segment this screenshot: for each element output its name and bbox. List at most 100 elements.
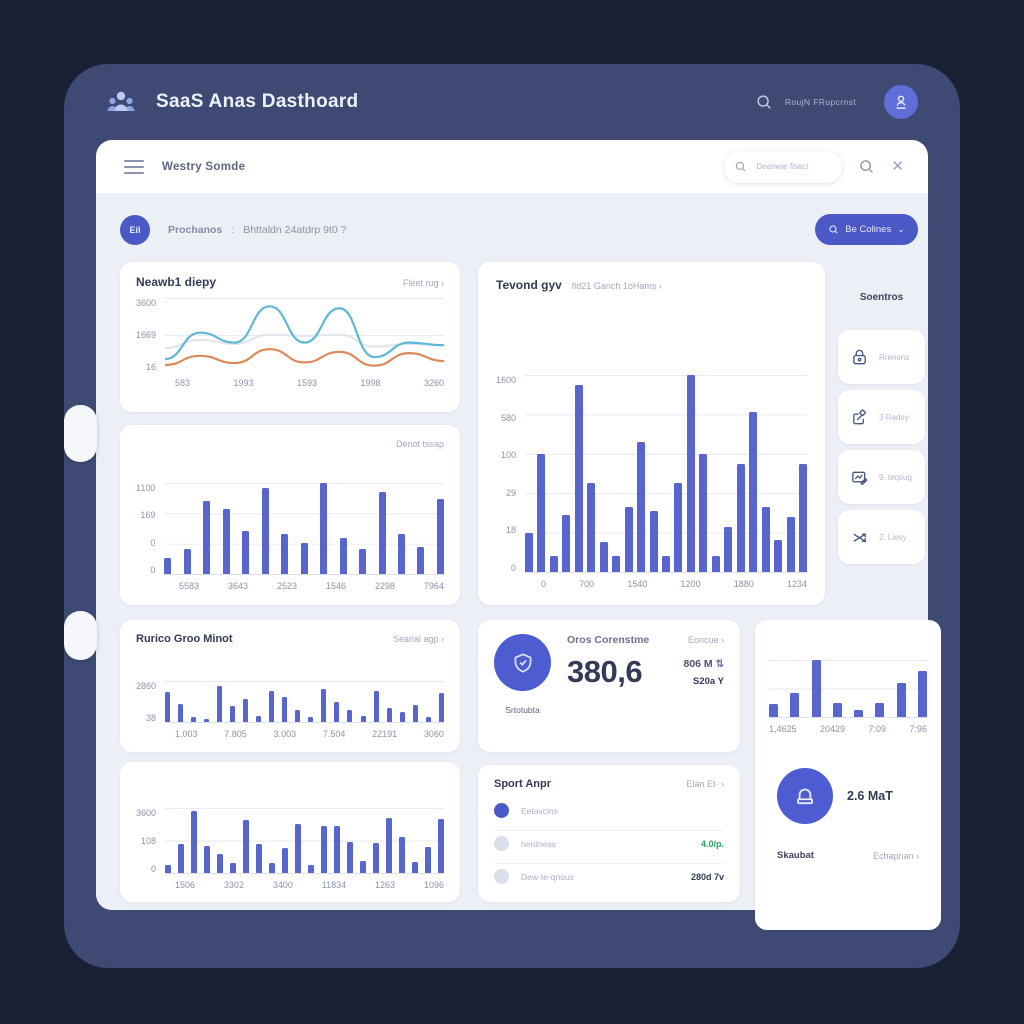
bar	[562, 514, 571, 572]
content-panel: Westry Somde ✕ Eil Prochanos : Bht	[96, 140, 941, 930]
bar	[790, 693, 800, 717]
bar	[674, 483, 683, 572]
bar	[203, 501, 211, 574]
sidebar-item-radey[interactable]: 3 Radey	[838, 390, 925, 444]
bar	[436, 499, 444, 574]
bar	[378, 492, 386, 574]
search-input[interactable]	[754, 161, 833, 172]
header-search-label[interactable]: RoujN FRupcrnst	[784, 97, 856, 107]
bar	[281, 848, 288, 873]
app-header: SaaS Anas Dasthoard RoujN FRupcrnst	[64, 64, 960, 140]
x-tick-label: 2523	[276, 581, 297, 591]
filter-button[interactable]: Be Colines ⌄	[815, 214, 918, 245]
legend-row[interactable]: Dew-te-qnous 280d 7v	[494, 863, 724, 889]
bar	[269, 691, 275, 722]
header-actions: RoujN FRupcrnst	[755, 85, 918, 119]
bar	[699, 453, 708, 572]
x-tick-label: 1880	[733, 579, 754, 589]
line-chart-y-axis: 3600 1669 16	[136, 298, 165, 372]
breadcrumb-item[interactable]: Prochanos	[168, 224, 223, 236]
lock-link[interactable]: Echapnan ›	[872, 850, 919, 861]
bar	[587, 483, 596, 572]
bar	[222, 509, 230, 574]
sidebar-item-label: 2. Liesy	[879, 532, 907, 542]
bar	[649, 510, 658, 572]
bar	[339, 537, 347, 574]
bar	[411, 861, 418, 873]
bar-chart-y-axis: 1600 580 100 29 18 0	[496, 375, 525, 573]
stat-link[interactable]: Eoncue ›	[687, 635, 724, 645]
legend-label: Dew-te-qnous	[521, 871, 574, 882]
app-window: SaaS Anas Dasthoard RoujN FRupcrnst West…	[64, 64, 960, 968]
search-icon[interactable]	[755, 93, 773, 111]
bar	[372, 843, 379, 873]
y-tick-label: 169	[140, 510, 156, 521]
y-tick-label: 0	[150, 537, 156, 548]
lock-stat: 2.6 MaT	[769, 768, 927, 824]
bar-chart-plot-area	[165, 681, 444, 723]
card-link[interactable]: Elan Et· ›	[686, 779, 724, 789]
app-logo-people-icon	[107, 91, 135, 111]
legend-row[interactable]: herdness 4.0/p.	[494, 830, 724, 856]
y-tick-label: 100	[501, 450, 517, 461]
stat-circle	[494, 634, 551, 691]
toolbar-actions: ✕	[724, 150, 904, 183]
y-tick-label: 3600	[136, 298, 157, 308]
bar	[347, 709, 353, 722]
bar	[438, 693, 444, 722]
shuffle-icon	[853, 532, 866, 542]
search-icon[interactable]	[858, 158, 875, 175]
bar	[525, 532, 534, 572]
bar	[549, 556, 558, 572]
x-tick-label: 1998	[360, 378, 381, 388]
lock-value: 2.6 MaT	[847, 789, 893, 803]
breadcrumb-separator: :	[231, 224, 235, 236]
x-tick-label: 583	[175, 378, 191, 388]
bar	[875, 702, 885, 717]
sport-card: Sport Anpr Elan Et· › Eetavcins herdness	[478, 765, 740, 902]
bar	[711, 556, 720, 572]
sidebar-item-rrenens[interactable]: Rrenens	[838, 330, 925, 384]
bar-chart-card-denot: Denot tssap 1100 169 0 0 5583 3643 2523 1546 22…	[120, 425, 460, 605]
search-pill[interactable]	[724, 150, 843, 183]
x-tick-label: 3643	[227, 581, 249, 591]
sidebar-item-liesy[interactable]: 2. Liesy	[838, 510, 925, 564]
x-tick-label: 1200	[680, 579, 701, 589]
breadcrumb-sub: Bhttaldn 24atdrp 9t0 ?	[243, 224, 347, 236]
breadcrumb-badge[interactable]: Eil	[120, 215, 150, 245]
card-link[interactable]: Fleet rug ›	[402, 278, 444, 288]
bar	[229, 863, 236, 873]
y-tick-label: 108	[141, 836, 157, 846]
left-edge-pill	[64, 405, 97, 462]
bar	[204, 718, 210, 722]
person-icon	[896, 95, 906, 109]
stat-icon-block: Srtotubta	[494, 634, 551, 738]
x-tick-label: 1540	[627, 579, 648, 589]
bar	[399, 711, 405, 722]
shield-check-icon	[514, 652, 531, 673]
bar	[346, 841, 353, 873]
bar	[256, 716, 262, 722]
y-tick-label: 580	[501, 412, 517, 423]
bar-chart-x-axis: 1.003 7.805 3.003 7.504 22191 3060	[175, 729, 444, 739]
bar	[736, 463, 745, 572]
y-tick-label: 3600	[136, 808, 157, 818]
card-link[interactable]: Searial agp ›	[392, 634, 444, 644]
card-corner-label: Denot tssap	[395, 439, 444, 449]
bar	[308, 717, 314, 722]
lock-circle	[777, 768, 833, 824]
x-tick-label: 1,4625	[769, 724, 797, 734]
sidebar-item-teqsug[interactable]: 9. teqsug	[838, 450, 925, 504]
legend-label: Eetavcins	[521, 805, 558, 816]
bar	[624, 507, 633, 572]
user-avatar[interactable]	[884, 85, 918, 119]
card-subtitle[interactable]: fld21 Ganch 1oHams ›	[571, 281, 662, 291]
y-tick-label: 0	[151, 864, 157, 874]
bar	[896, 682, 906, 717]
close-icon[interactable]: ✕	[891, 158, 904, 175]
bar	[261, 488, 269, 574]
mini-bar-chart-x-axis: 1,4625 20429 7:09 7:96	[769, 724, 927, 734]
menu-icon[interactable]	[124, 159, 144, 174]
mini-bar-chart-plot-area	[769, 660, 927, 718]
legend-row[interactable]: Eetavcins	[494, 798, 724, 823]
